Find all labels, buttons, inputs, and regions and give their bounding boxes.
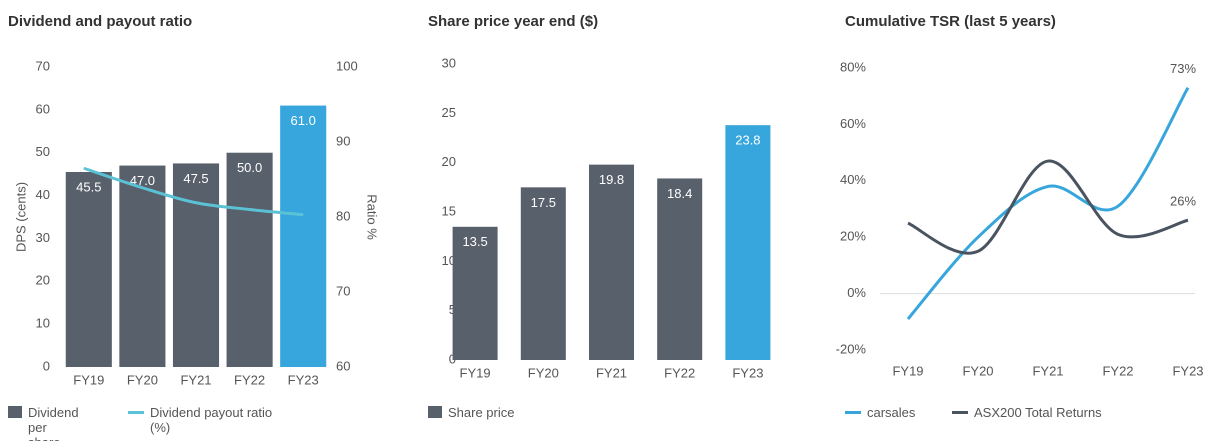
legend-item: ASX200 Total Returns <box>952 405 1172 420</box>
y-tick-label: 0% <box>847 285 866 300</box>
data-label: 26% <box>1170 194 1196 209</box>
y-tick-label: 40 <box>36 187 50 202</box>
bar <box>119 165 166 367</box>
y-tick-label: 40% <box>840 172 866 187</box>
legend-label: carsales <box>867 405 916 420</box>
chart-title: Share price year end ($) <box>428 13 598 30</box>
x-tick-label: FY22 <box>664 365 695 380</box>
data-label: 47.5 <box>183 171 208 186</box>
bar <box>65 172 112 367</box>
y2-tick-label: 70 <box>336 283 350 298</box>
data-label: 50.0 <box>237 160 262 175</box>
x-tick-label: FY22 <box>234 372 265 387</box>
y-tick-label: 30 <box>36 230 50 245</box>
data-label: 45.5 <box>76 179 101 194</box>
y-tick-label: 10 <box>36 316 50 331</box>
x-tick-label: FY23 <box>288 372 319 387</box>
y-tick-label: 20 <box>36 273 50 288</box>
x-tick-label: FY23 <box>732 365 763 380</box>
y-tick-label: 10 <box>442 253 456 268</box>
bar <box>280 105 327 368</box>
data-label: 73% <box>1170 61 1196 76</box>
data-label: 61.0 <box>291 113 316 128</box>
y-tick-label: 30 <box>442 55 456 70</box>
y-tick-label: 50 <box>36 144 50 159</box>
legend-item: Share price <box>428 405 628 420</box>
line <box>83 166 304 217</box>
y-tick-label: 15 <box>442 203 456 218</box>
y-tick-label: 25 <box>442 105 456 120</box>
y-tick-label: 80% <box>840 59 866 74</box>
legend-label: Dividend payout ratio (%) <box>150 405 273 435</box>
y-tick-label: 60% <box>840 116 866 131</box>
legend-swatch <box>428 406 442 418</box>
bar <box>452 226 498 360</box>
legend-item: carsales <box>845 405 965 420</box>
legend-label: Dividend per share <box>28 405 79 441</box>
legend-swatch <box>952 411 968 414</box>
data-label: 23.8 <box>735 133 760 148</box>
legend-swatch <box>845 411 861 414</box>
data-label: 13.5 <box>462 234 487 249</box>
y2-axis-label: Ratio % <box>365 194 380 240</box>
legend-swatch <box>128 411 144 414</box>
data-label: 17.5 <box>531 195 556 210</box>
y2-tick-label: 90 <box>336 133 350 148</box>
legend-swatch <box>8 406 22 418</box>
chart-title: Cumulative TSR (last 5 years) <box>845 13 1056 30</box>
y2-tick-label: 80 <box>336 208 350 223</box>
x-tick-label: FY20 <box>528 365 559 380</box>
y-tick-label: 20% <box>840 229 866 244</box>
x-tick-label: FY21 <box>596 365 627 380</box>
y-tick-label: 0 <box>449 351 456 366</box>
y-axis-label: DPS (cents) <box>13 182 28 252</box>
y-tick-label: 0 <box>43 358 50 373</box>
x-tick-label: FY19 <box>460 365 491 380</box>
bar <box>588 164 635 360</box>
bar <box>226 152 273 367</box>
chart-title: Dividend and payout ratio <box>8 13 192 30</box>
x-tick-label: FY20 <box>127 372 158 387</box>
x-tick-label: FY22 <box>1102 363 1133 378</box>
y-tick-label: 70 <box>36 58 50 73</box>
line <box>906 86 1190 320</box>
y2-tick-label: 60 <box>336 358 350 373</box>
y-tick-label: 60 <box>36 101 50 116</box>
bar <box>725 125 771 360</box>
legend-label: ASX200 Total Returns <box>974 405 1102 420</box>
x-tick-label: FY21 <box>180 372 211 387</box>
data-label: 18.4 <box>667 186 692 201</box>
bar <box>657 178 703 360</box>
x-tick-label: FY21 <box>1032 363 1063 378</box>
bar <box>520 187 566 360</box>
x-tick-label: FY19 <box>892 363 923 378</box>
y2-tick-label: 100 <box>336 58 358 73</box>
legend-item: Dividend payout ratio (%) <box>128 405 278 435</box>
y-tick-label: 5 <box>449 302 456 317</box>
x-tick-label: FY20 <box>962 363 993 378</box>
line <box>907 159 1189 255</box>
legend-label: Share price <box>448 405 515 420</box>
data-label: 19.8 <box>599 172 624 187</box>
y-tick-label: -20% <box>836 341 867 356</box>
bar <box>172 163 220 367</box>
y-tick-label: 20 <box>442 154 456 169</box>
x-tick-label: FY19 <box>73 372 104 387</box>
legend-item: Dividend per share <box>8 405 79 441</box>
x-tick-label: FY23 <box>1172 363 1203 378</box>
